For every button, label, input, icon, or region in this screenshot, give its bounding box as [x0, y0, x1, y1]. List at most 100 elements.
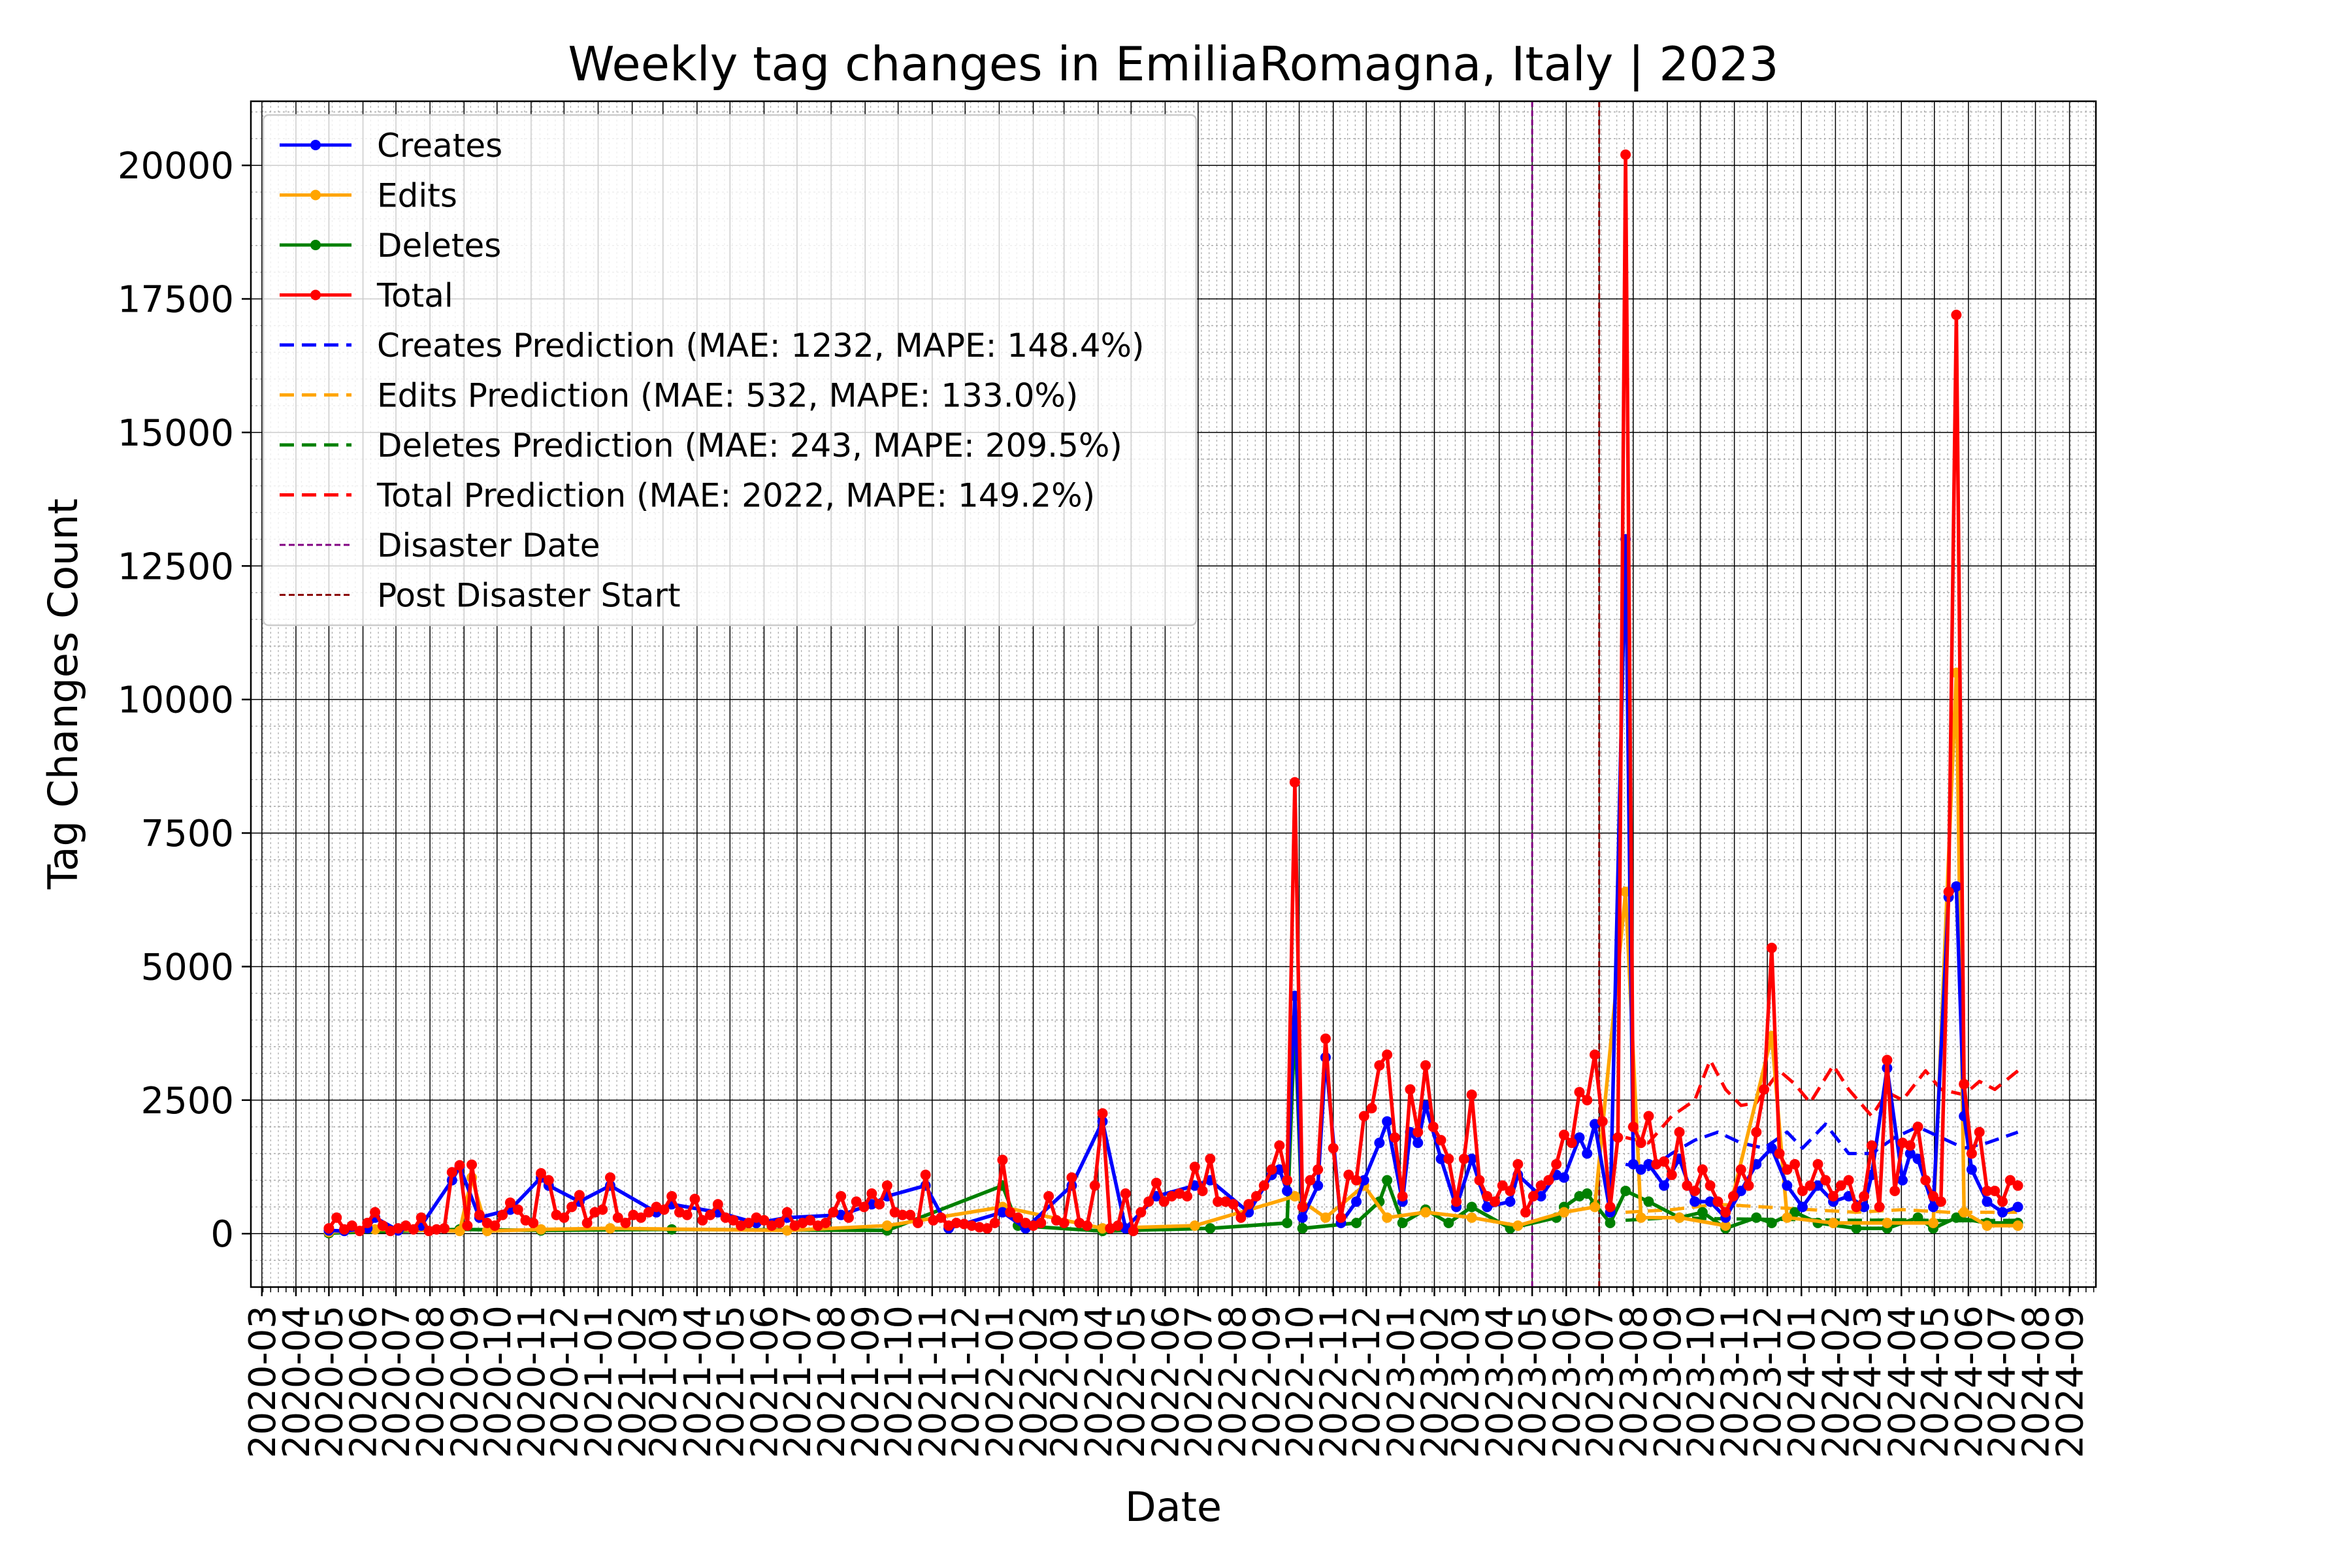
point-total [781, 1207, 792, 1218]
point-total [528, 1217, 539, 1228]
point-total [866, 1188, 877, 1199]
x-tick-label: 2023-12 [1747, 1305, 1789, 1458]
point-total [1851, 1201, 1862, 1213]
chart-title: Weekly tag changes in EmiliaRomagna, Ita… [568, 37, 1778, 92]
point-total [1374, 1060, 1385, 1071]
point-total [1120, 1188, 1131, 1199]
point-total [1797, 1185, 1808, 1196]
point-total [1289, 777, 1300, 788]
point-total [1666, 1169, 1677, 1181]
point-total [1097, 1108, 1108, 1119]
x-tick-label: 2021-07 [777, 1305, 819, 1458]
point-total [431, 1224, 442, 1235]
point-total [1282, 1175, 1293, 1186]
point-total [416, 1212, 427, 1223]
point-total [636, 1212, 647, 1223]
point-edits [1382, 1212, 1393, 1223]
point-creates [1435, 1153, 1446, 1164]
point-creates [1274, 1164, 1285, 1175]
point-creates [1658, 1180, 1669, 1191]
point-total [1443, 1153, 1454, 1164]
point-total [1366, 1103, 1377, 1114]
y-axis-label: Tag Changes Count [39, 498, 87, 890]
point-total [1482, 1191, 1493, 1202]
point-edits [1289, 1191, 1300, 1202]
point-edits [1558, 1207, 1569, 1218]
point-deletes [1443, 1217, 1454, 1228]
point-deletes [1643, 1196, 1654, 1207]
x-tick-label: 2023-01 [1380, 1305, 1422, 1458]
point-total [1397, 1191, 1408, 1202]
point-creates [1313, 1180, 1324, 1191]
point-deletes [1205, 1223, 1216, 1234]
x-tick-label: 2022-04 [1078, 1305, 1120, 1458]
point-total [1266, 1164, 1277, 1175]
x-tick-label: 2024-09 [2050, 1305, 2092, 1458]
point-total [2012, 1180, 2023, 1191]
point-total [1512, 1158, 1524, 1169]
point-total [1574, 1086, 1585, 1098]
point-deletes [1789, 1207, 1801, 1218]
point-edits [604, 1223, 615, 1234]
point-total [1658, 1156, 1669, 1167]
point-total [1874, 1201, 1885, 1213]
point-total [1405, 1084, 1416, 1095]
point-total [439, 1223, 450, 1234]
point-edits [482, 1226, 493, 1237]
point-total [1674, 1126, 1685, 1137]
point-total [1328, 1143, 1339, 1154]
point-total [920, 1169, 931, 1181]
x-tick-label: 2024-07 [1981, 1305, 2023, 1458]
point-total [1343, 1169, 1354, 1181]
legend-label: Edits Prediction (MAE: 532, MAPE: 133.0%… [377, 377, 1078, 415]
point-edits [1959, 1207, 1970, 1218]
y-tick-label: 12500 [118, 546, 234, 588]
point-creates [1358, 1175, 1369, 1186]
point-total [1535, 1180, 1546, 1191]
x-tick-label: 2022-07 [1178, 1305, 1220, 1458]
x-tick-label: 2022-03 [1044, 1305, 1086, 1458]
point-edits [1590, 1201, 1601, 1213]
x-tick-label: 2021-11 [912, 1305, 955, 1458]
x-tick-label: 2022-08 [1212, 1305, 1254, 1458]
point-total [1527, 1191, 1539, 1202]
point-total [2004, 1175, 2016, 1186]
y-tick-label: 0 [210, 1213, 234, 1256]
x-tick-label: 2022-09 [1246, 1305, 1288, 1458]
point-total [1005, 1207, 1016, 1218]
point-total [1743, 1180, 1754, 1191]
point-total [566, 1201, 578, 1213]
x-tick-label: 2024-08 [2015, 1305, 2057, 1458]
point-deletes [1351, 1217, 1362, 1228]
point-edits [1512, 1220, 1524, 1231]
point-deletes [1282, 1217, 1293, 1228]
point-total [497, 1209, 508, 1220]
point-total [1013, 1212, 1024, 1223]
point-creates [1582, 1148, 1593, 1159]
point-creates [1382, 1116, 1393, 1127]
point-total [1866, 1140, 1877, 1151]
point-total [1197, 1185, 1208, 1196]
point-total [1697, 1164, 1708, 1175]
legend: Creates Edits Deletes Total Creates Predicti… [262, 114, 1198, 627]
point-creates [1797, 1201, 1808, 1213]
point-total [681, 1209, 693, 1220]
point-total [604, 1172, 615, 1183]
x-tick-label: 2024-06 [1948, 1305, 1991, 1458]
point-total [1258, 1180, 1269, 1191]
point-creates [2012, 1201, 2023, 1213]
point-total [805, 1215, 816, 1226]
legend-label: Deletes [377, 227, 501, 265]
point-edits [1189, 1220, 1200, 1231]
point-total [1451, 1196, 1462, 1207]
x-tick-label: 2020-06 [343, 1305, 385, 1458]
x-tick-label: 2023-05 [1512, 1305, 1554, 1458]
point-creates [1735, 1185, 1746, 1196]
point-total [666, 1191, 678, 1202]
x-tick-label: 2023-04 [1479, 1305, 1522, 1458]
point-creates [1574, 1132, 1585, 1143]
x-tick-label: 2020-09 [444, 1305, 486, 1458]
point-total [881, 1180, 892, 1191]
point-edits [1420, 1207, 1431, 1218]
point-total [1774, 1148, 1785, 1159]
